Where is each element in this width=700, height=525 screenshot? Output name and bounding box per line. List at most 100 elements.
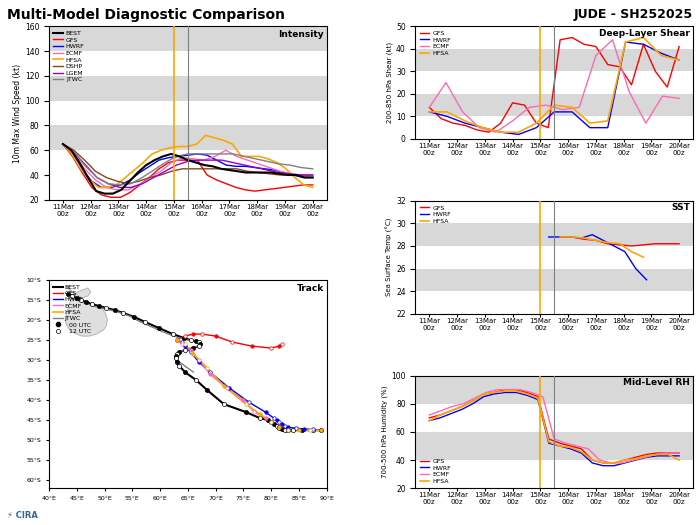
GFS	[523, 390, 531, 396]
Bar	[49, 76, 327, 101]
HFSA	[621, 457, 629, 463]
Text: Intensity: Intensity	[278, 30, 324, 39]
HFSA	[523, 391, 531, 397]
GFS	[545, 436, 553, 442]
ECMF	[573, 443, 581, 449]
Legend: GFS, HWRF, HFSA: GFS, HWRF, HFSA	[419, 204, 452, 225]
HWRF	[523, 392, 531, 398]
HFSA	[568, 234, 576, 240]
ECMF	[641, 454, 650, 460]
ECMF	[550, 436, 559, 442]
HWRF	[501, 390, 510, 396]
HWRF	[555, 443, 564, 449]
ECMF	[436, 407, 445, 414]
ECMF	[618, 460, 626, 466]
Bar	[415, 268, 693, 291]
HFSA	[512, 388, 520, 394]
HFSA	[664, 452, 673, 458]
HWRF	[425, 417, 433, 424]
HFSA	[643, 453, 651, 459]
GFS	[599, 460, 608, 466]
HWRF	[621, 460, 629, 466]
Text: SST: SST	[671, 203, 690, 212]
GFS	[675, 450, 683, 456]
HWRF	[675, 453, 683, 459]
HFSA	[580, 235, 588, 242]
HWRF	[588, 460, 596, 466]
Y-axis label: Sea Surface Temp (°C): Sea Surface Temp (°C)	[386, 218, 393, 297]
GFS	[555, 440, 564, 446]
HFSA	[545, 438, 553, 445]
ECMF	[470, 395, 479, 401]
HFSA	[533, 395, 542, 401]
ECMF	[459, 401, 468, 407]
GFS	[436, 412, 445, 418]
HWRF	[588, 232, 596, 238]
HWRF	[545, 234, 553, 240]
Line: HWRF: HWRF	[549, 235, 647, 280]
ECMF	[629, 457, 638, 463]
GFS	[664, 450, 673, 456]
GFS	[653, 450, 662, 456]
GFS	[425, 415, 433, 421]
HFSA	[468, 398, 477, 404]
Text: Deep-Layer Shear: Deep-Layer Shear	[599, 28, 690, 37]
GFS	[458, 403, 466, 410]
HWRF	[578, 235, 586, 242]
Y-axis label: 10m Max Wind Speed (kt): 10m Max Wind Speed (kt)	[13, 64, 22, 163]
HFSA	[631, 456, 640, 462]
GFS	[610, 460, 618, 466]
Y-axis label: 700-500 hPa Humidity (%): 700-500 hPa Humidity (%)	[382, 386, 389, 478]
HWRF	[621, 248, 629, 255]
HWRF	[566, 446, 575, 452]
HWRF	[490, 391, 498, 397]
ECMF	[516, 386, 524, 393]
GFS	[592, 237, 600, 244]
GFS	[663, 240, 671, 247]
ECMF	[561, 440, 570, 446]
HWRF	[599, 237, 608, 244]
Line: ECMF: ECMF	[429, 390, 679, 463]
Line: GFS: GFS	[560, 237, 679, 246]
Bar	[415, 49, 693, 71]
HWRF	[436, 415, 445, 421]
HWRF	[643, 454, 651, 460]
GFS	[480, 391, 488, 397]
GFS	[566, 443, 575, 449]
HFSA	[458, 403, 466, 410]
HWRF	[566, 234, 575, 240]
ECMF	[675, 450, 683, 456]
HFSA	[615, 240, 624, 247]
GFS	[490, 390, 498, 396]
GFS	[580, 236, 588, 243]
GFS	[627, 243, 636, 249]
Legend: BEST, GFS, HWRF, ECMF, HFSA, JTWC,   00 UTC,   12 UTC: BEST, GFS, HWRF, ECMF, HFSA, JTWC, 00 UT…	[52, 283, 92, 335]
Legend: GFS, HWRF, ECMF, HFSA: GFS, HWRF, ECMF, HFSA	[419, 457, 452, 485]
GFS	[468, 398, 477, 404]
Line: HFSA: HFSA	[560, 237, 643, 257]
HWRF	[447, 411, 455, 417]
Legend: GFS, HWRF, ECMF, HFSA: GFS, HWRF, ECMF, HFSA	[419, 29, 452, 57]
Line: HWRF: HWRF	[429, 393, 679, 466]
ECMF	[494, 386, 502, 393]
HFSA	[480, 391, 488, 397]
HFSA	[490, 390, 498, 396]
Text: Multi-Model Diagnostic Comparison: Multi-Model Diagnostic Comparison	[7, 8, 285, 22]
HWRF	[512, 390, 520, 396]
ECMF	[425, 412, 433, 418]
HWRF	[458, 406, 466, 413]
HFSA	[555, 443, 564, 449]
Bar	[49, 125, 327, 150]
Text: JUDE - SH252025: JUDE - SH252025	[574, 8, 693, 21]
HWRF	[610, 463, 618, 469]
GFS	[447, 407, 455, 414]
Line: HFSA: HFSA	[429, 391, 679, 463]
GFS	[603, 240, 612, 247]
HWRF	[643, 277, 651, 283]
HFSA	[588, 457, 596, 463]
GFS	[588, 457, 596, 463]
ECMF	[448, 403, 456, 410]
GFS	[578, 446, 586, 452]
ECMF	[596, 457, 604, 463]
HWRF	[480, 394, 488, 400]
